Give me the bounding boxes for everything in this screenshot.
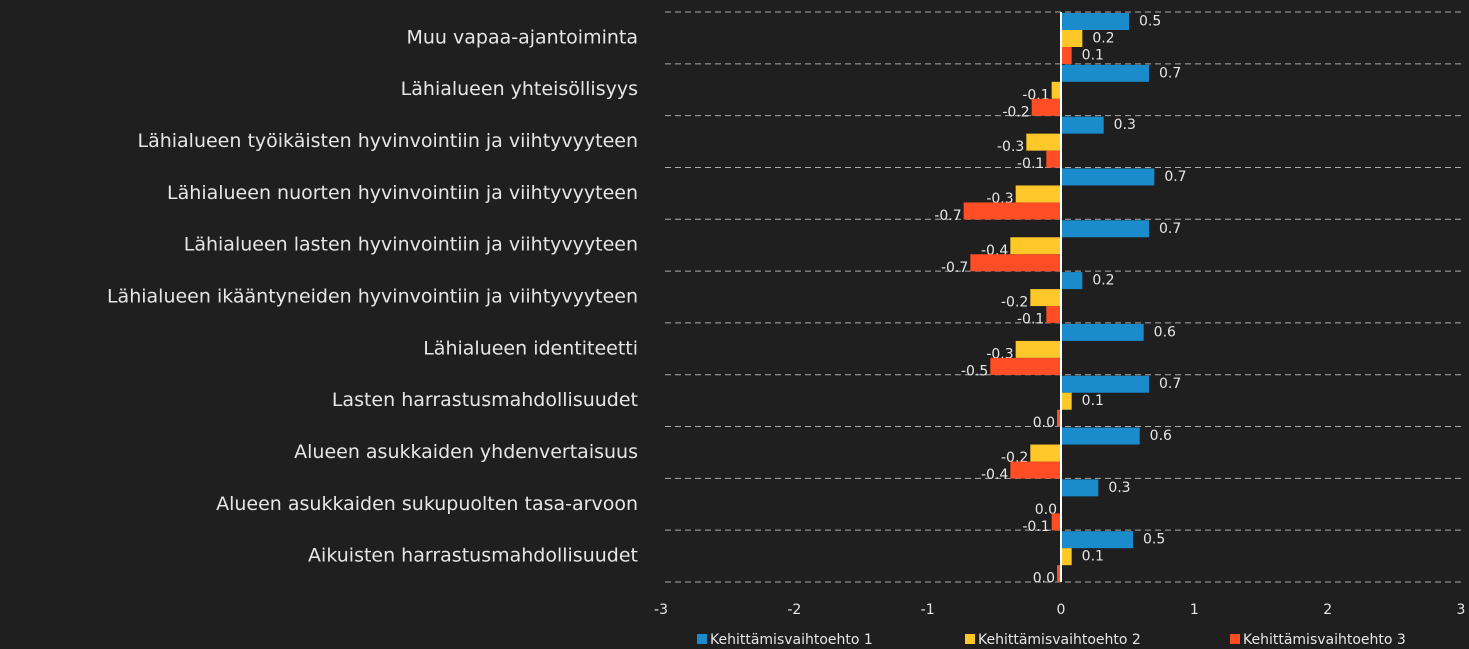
value-label: 0.7 bbox=[1159, 376, 1181, 392]
category-label: Lasten harrastusmahdollisuudet bbox=[332, 389, 638, 411]
value-label: 0.5 bbox=[1143, 532, 1165, 548]
bar bbox=[1061, 30, 1083, 47]
category-label: Aikuisten harrastusmahdollisuudet bbox=[308, 545, 638, 567]
legend-swatch bbox=[1230, 634, 1240, 644]
bar bbox=[1030, 444, 1061, 462]
value-label: 0.1 bbox=[1082, 549, 1104, 565]
bar bbox=[1061, 220, 1149, 238]
bar bbox=[1046, 306, 1061, 324]
value-label: 0.7 bbox=[1164, 169, 1186, 185]
bar bbox=[990, 357, 1061, 375]
bar bbox=[1061, 272, 1083, 290]
value-label: 0.0 bbox=[1033, 415, 1055, 431]
bar bbox=[1057, 409, 1061, 427]
bar bbox=[1061, 168, 1155, 186]
x-tick-label: -1 bbox=[921, 602, 935, 618]
value-label: -0.2 bbox=[1001, 295, 1028, 311]
bar bbox=[1061, 13, 1129, 30]
value-label: 0.2 bbox=[1092, 273, 1114, 289]
bar bbox=[1061, 47, 1072, 64]
bar bbox=[1010, 461, 1061, 479]
bar bbox=[1061, 375, 1149, 393]
legend-label: Kehittämisvaihtoehto 1 bbox=[710, 632, 873, 648]
bar bbox=[1061, 531, 1133, 549]
bar bbox=[1051, 513, 1061, 531]
x-tick-label: 3 bbox=[1457, 602, 1466, 618]
value-label: 0.7 bbox=[1159, 65, 1181, 81]
value-label: -0.2 bbox=[1002, 104, 1029, 120]
bar bbox=[1061, 479, 1099, 497]
category-label: Alueen asukkaiden yhdenvertaisuus bbox=[294, 441, 638, 463]
bar bbox=[1026, 133, 1061, 151]
bar bbox=[1061, 64, 1149, 82]
value-label: 0.0 bbox=[1033, 571, 1055, 587]
value-label: 0.3 bbox=[1114, 117, 1136, 133]
bar bbox=[1010, 237, 1061, 255]
bar bbox=[1051, 81, 1061, 99]
value-label: -0.1 bbox=[1017, 156, 1044, 172]
bar bbox=[1030, 289, 1061, 307]
value-label: -0.1 bbox=[1022, 519, 1049, 535]
value-label: 0.1 bbox=[1082, 393, 1104, 409]
bar bbox=[1061, 323, 1144, 341]
x-tick-label: 1 bbox=[1190, 602, 1199, 618]
bar bbox=[1057, 565, 1061, 583]
category-label: Muu vapaa-ajantoiminta bbox=[407, 26, 639, 48]
bar bbox=[1046, 150, 1061, 168]
bar bbox=[1015, 185, 1061, 203]
bar bbox=[1061, 427, 1140, 445]
x-tick-label: 2 bbox=[1323, 602, 1332, 618]
bar bbox=[1061, 548, 1072, 566]
value-label: -0.3 bbox=[997, 139, 1024, 155]
x-tick-label: -2 bbox=[787, 602, 801, 618]
value-label: 0.7 bbox=[1159, 221, 1181, 237]
legend-swatch bbox=[965, 634, 975, 644]
bar bbox=[1015, 340, 1061, 358]
value-label: 0.1 bbox=[1082, 48, 1104, 64]
value-label: 0.6 bbox=[1150, 428, 1172, 444]
category-label: Alueen asukkaiden sukupuolten tasa-arvoo… bbox=[216, 493, 638, 515]
bar bbox=[963, 202, 1061, 220]
value-label: -0.7 bbox=[941, 260, 968, 276]
category-label: Lähialueen identiteetti bbox=[423, 337, 638, 359]
legend-label: Kehittämisvaihtoehto 2 bbox=[978, 632, 1141, 648]
value-label: 0.5 bbox=[1139, 14, 1161, 30]
bar bbox=[1061, 116, 1104, 134]
value-label: 0.2 bbox=[1092, 31, 1114, 47]
value-label: -0.4 bbox=[981, 467, 1008, 483]
bar bbox=[1061, 392, 1072, 410]
value-label: 0.6 bbox=[1154, 324, 1176, 340]
bar bbox=[1031, 98, 1061, 116]
value-label: -0.1 bbox=[1017, 312, 1044, 328]
x-tick-label: -3 bbox=[654, 602, 668, 618]
value-label: -0.5 bbox=[961, 363, 988, 379]
category-label: Lähialueen työikäisten hyvinvointiin ja … bbox=[137, 130, 638, 152]
category-label: Lähialueen yhteisöllisyys bbox=[401, 78, 638, 100]
legend-swatch bbox=[697, 634, 707, 644]
legend-label: Kehittämisvaihtoehto 3 bbox=[1243, 632, 1406, 648]
category-label: Lähialueen lasten hyvinvointiin ja viiht… bbox=[184, 234, 638, 256]
category-label: Lähialueen ikääntyneiden hyvinvointiin j… bbox=[107, 286, 638, 308]
x-tick-label: 0 bbox=[1057, 602, 1066, 618]
value-label: 0.3 bbox=[1108, 480, 1130, 496]
value-label: -0.7 bbox=[934, 208, 961, 224]
category-label: Lähialueen nuorten hyvinvointiin ja viih… bbox=[167, 182, 638, 204]
bar bbox=[970, 254, 1061, 272]
value-label: 0.0 bbox=[1035, 502, 1057, 518]
